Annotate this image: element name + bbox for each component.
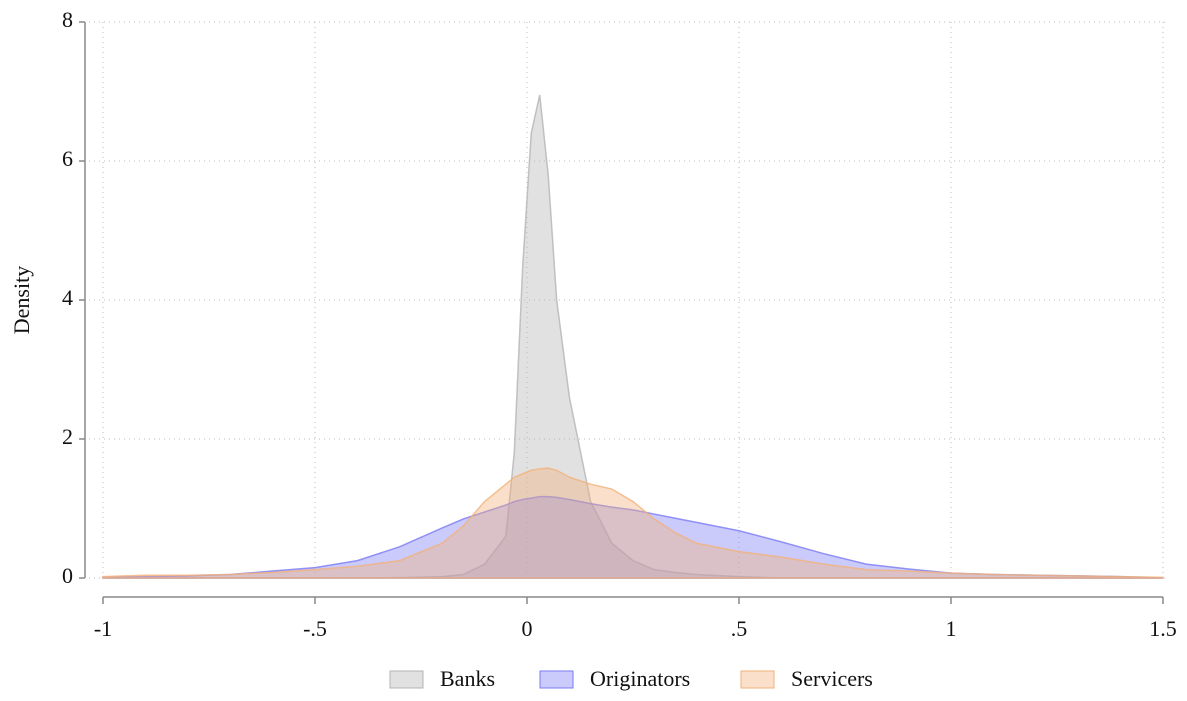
y-tick-label: 8 [62, 7, 73, 32]
legend-swatch [740, 670, 775, 689]
x-tick-label: .5 [731, 616, 748, 641]
legend-swatch [389, 670, 424, 689]
x-tick-label: -1 [94, 616, 112, 641]
x-tick-label: 1 [946, 616, 957, 641]
y-tick-label: 4 [62, 285, 73, 310]
legend-label: Originators [590, 666, 690, 691]
x-tick-label: 1.5 [1149, 616, 1177, 641]
legend-swatch [539, 670, 574, 689]
x-tick-label: -.5 [303, 616, 327, 641]
y-tick-label: 2 [62, 424, 73, 449]
x-tick-label: 0 [522, 616, 533, 641]
y-tick-label: 6 [62, 146, 73, 171]
legend-label: Banks [440, 666, 495, 691]
y-tick-label: 0 [62, 563, 73, 588]
area [102, 467, 1164, 579]
legend-label: Servicers [791, 666, 873, 691]
y-axis-label: Density [9, 266, 34, 334]
